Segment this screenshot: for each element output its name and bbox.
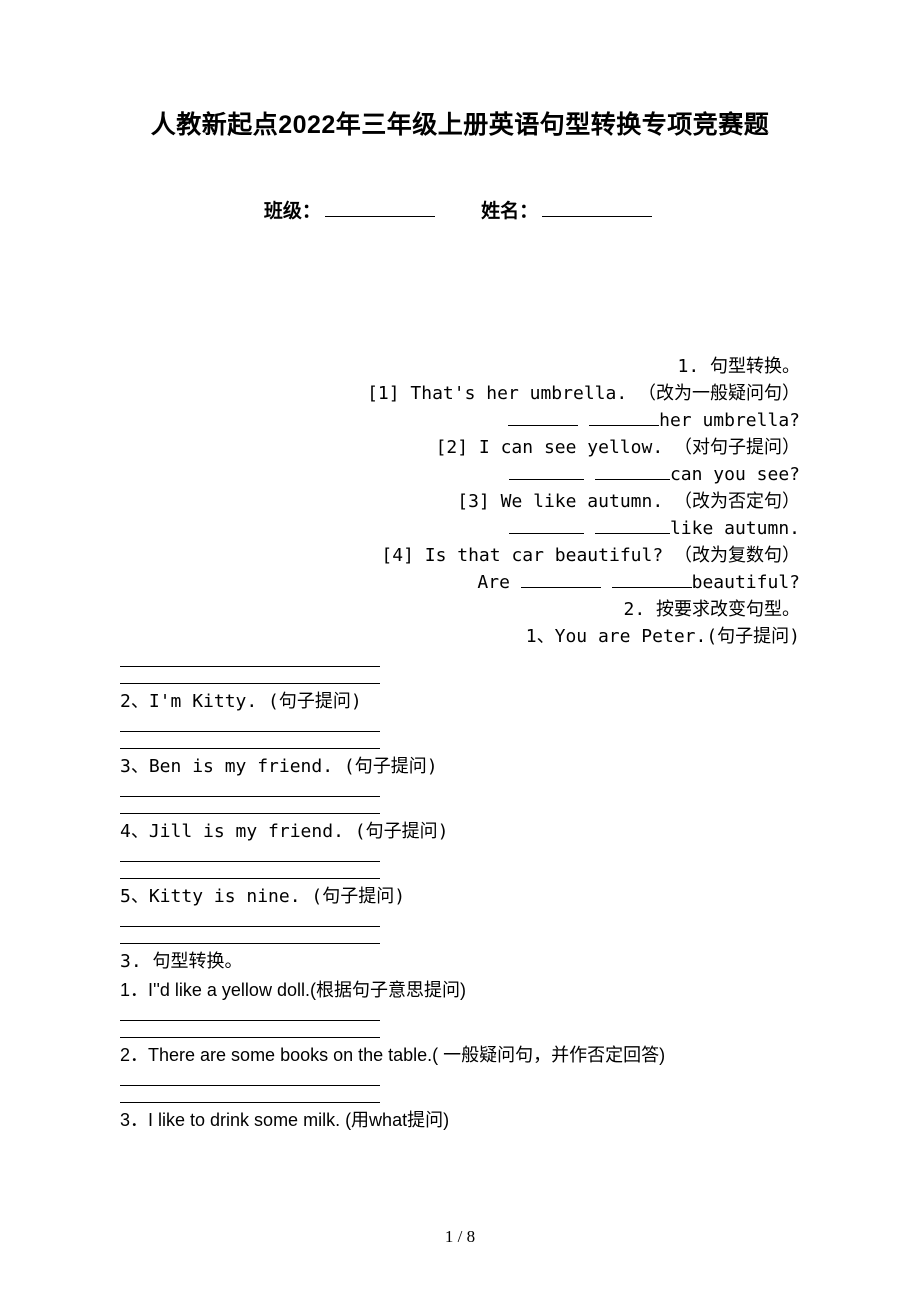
answer-line	[120, 847, 380, 862]
section-3-item-2: 2．There are some books on the table.( 一般…	[120, 1042, 800, 1069]
fill-blank	[612, 569, 692, 588]
fill-blank	[509, 461, 584, 480]
item-text: Kitty is nine. (句子提问)	[149, 886, 405, 907]
item-label: 3、	[120, 756, 149, 777]
answer-line	[120, 1023, 380, 1038]
section-1-item-1: [1] That's her umbrella. （改为一般疑问句）	[120, 380, 800, 407]
section-1-item-4: [4] Is that car beautiful? （改为复数句）	[120, 542, 800, 569]
section-2-body: 2、I'm Kitty. (句子提问) 3、Ben is my friend. …	[120, 652, 800, 944]
answer-line	[120, 1071, 380, 1086]
section-1-item-3: [3] We like autumn. （改为否定句）	[120, 488, 800, 515]
section-2-heading: 2. 按要求改变句型。	[120, 596, 800, 623]
answer-line	[120, 782, 380, 797]
tail-text: can you see?	[670, 464, 800, 485]
item-idx: [1]	[367, 383, 400, 404]
item-text: I can see yellow. （对句子提问）	[479, 437, 800, 458]
item-label: 2．	[120, 1045, 148, 1065]
tail-text: like autumn.	[670, 518, 800, 539]
tail-text: her umbrella?	[659, 410, 800, 431]
fill-blank	[509, 515, 584, 534]
answer-line	[120, 1006, 380, 1021]
item-label: 2、	[120, 691, 149, 712]
answer-line	[120, 799, 380, 814]
fill-blank	[595, 515, 670, 534]
name-blank	[542, 197, 652, 217]
answer-line	[120, 912, 380, 927]
answer-line	[120, 1088, 380, 1103]
item-text: I'm Kitty. (句子提问)	[149, 691, 362, 712]
fill-blank	[508, 407, 578, 426]
page-number: 1 / 8	[0, 1227, 920, 1247]
answer-line	[120, 864, 380, 879]
section-1-item-2-tail: can you see?	[120, 461, 800, 488]
item-label: 4、	[120, 821, 149, 842]
answer-line	[120, 669, 380, 684]
section-2-item-1: 1、You are Peter.(句子提问)	[120, 623, 800, 650]
item-text: Jill is my friend. (句子提问)	[149, 821, 449, 842]
section-3-heading: 3. 句型转换。	[120, 948, 800, 975]
item-label: 1．	[120, 980, 148, 1000]
item-text: You are Peter.(句子提问)	[555, 626, 800, 647]
section-3-item-1: 1．I''d like a yellow doll.(根据句子意思提问)	[120, 977, 800, 1004]
section-1-item-2: [2] I can see yellow. （对句子提问）	[120, 434, 800, 461]
item-text: That's her umbrella. （改为一般疑问句）	[410, 383, 800, 404]
section-1-item-3-tail: like autumn.	[120, 515, 800, 542]
item-idx: [2]	[436, 437, 469, 458]
document-title: 人教新起点2022年三年级上册英语句型转换专项竞赛题	[120, 105, 800, 141]
section-1-item-1-tail: her umbrella?	[120, 407, 800, 434]
document-page: 人教新起点2022年三年级上册英语句型转换专项竞赛题 班级： 姓名： 1. 句型…	[0, 0, 920, 1302]
class-label: 班级：	[264, 201, 321, 222]
answer-line	[120, 929, 380, 944]
section-1-item-4-tail: Are beautiful?	[120, 569, 800, 596]
fill-blank	[589, 407, 659, 426]
section-2-item-3: 3、Ben is my friend. (句子提问)	[120, 753, 800, 780]
class-blank	[325, 197, 435, 217]
section-3: 3. 句型转换。 1．I''d like a yellow doll.(根据句子…	[120, 948, 800, 1134]
fill-blank	[521, 569, 601, 588]
item-text: Is that car beautiful? （改为复数句）	[425, 545, 800, 566]
section-1-heading: 1. 句型转换。	[120, 353, 800, 380]
item-text: I like to drink some milk. (用what提问)	[148, 1110, 449, 1130]
section-2-item-2: 2、I'm Kitty. (句子提问)	[120, 688, 800, 715]
fill-blank	[595, 461, 670, 480]
item-text: Ben is my friend. (句子提问)	[149, 756, 438, 777]
meta-line: 班级： 姓名：	[120, 196, 800, 223]
answer-line	[120, 652, 380, 667]
tail-text: beautiful?	[692, 572, 800, 593]
item-label: 1、	[526, 626, 555, 647]
item-label: 5、	[120, 886, 149, 907]
section-2-item-4: 4、Jill is my friend. (句子提问)	[120, 818, 800, 845]
answer-line	[120, 734, 380, 749]
name-label: 姓名：	[481, 201, 538, 222]
item-text: We like autumn. （改为否定句）	[501, 491, 800, 512]
section-2-item-5: 5、Kitty is nine. (句子提问)	[120, 883, 800, 910]
item-text: I''d like a yellow doll.(根据句子意思提问)	[148, 980, 466, 1000]
answer-line	[120, 717, 380, 732]
section-3-item-3: 3．I like to drink some milk. (用what提问)	[120, 1107, 800, 1134]
item-idx: [3]	[457, 491, 490, 512]
tail-prefix: Are	[477, 572, 520, 593]
item-idx: [4]	[381, 545, 414, 566]
item-text: There are some books on the table.( 一般疑问…	[148, 1045, 665, 1065]
section-1: 1. 句型转换。 [1] That's her umbrella. （改为一般疑…	[120, 353, 800, 650]
item-label: 3．	[120, 1110, 148, 1130]
